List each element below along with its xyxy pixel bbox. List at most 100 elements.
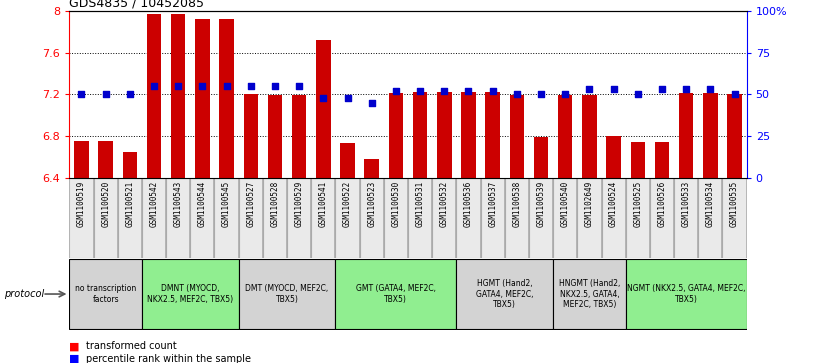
Bar: [118, 178, 142, 258]
Bar: [626, 178, 650, 258]
Point: [559, 91, 572, 97]
Bar: [674, 178, 698, 258]
Text: GSM1100539: GSM1100539: [537, 180, 546, 227]
Point: [583, 86, 596, 92]
Point: [728, 91, 741, 97]
Point: [341, 95, 354, 101]
Bar: [703, 93, 717, 178]
Text: GSM1100534: GSM1100534: [706, 180, 715, 227]
Text: GDS4835 / 10452085: GDS4835 / 10452085: [69, 0, 204, 10]
Bar: [509, 95, 524, 178]
Point: [75, 91, 88, 97]
Bar: [311, 178, 335, 258]
Bar: [650, 178, 674, 258]
Point: [366, 100, 379, 106]
Bar: [99, 141, 113, 178]
Text: GSM1100540: GSM1100540: [561, 180, 570, 227]
Bar: [558, 95, 573, 178]
Point: [437, 88, 450, 94]
Point: [220, 83, 233, 89]
Text: GSM1100523: GSM1100523: [367, 180, 376, 227]
Bar: [292, 95, 306, 178]
Point: [389, 88, 402, 94]
Text: GSM1100541: GSM1100541: [319, 180, 328, 227]
Point: [244, 83, 257, 89]
Bar: [243, 94, 258, 178]
Text: GSM1100545: GSM1100545: [222, 180, 231, 227]
FancyBboxPatch shape: [69, 259, 142, 329]
Text: GSM1100533: GSM1100533: [681, 180, 690, 227]
Text: DMNT (MYOCD,
NKX2.5, MEF2C, TBX5): DMNT (MYOCD, NKX2.5, MEF2C, TBX5): [147, 284, 233, 304]
Bar: [220, 19, 234, 178]
Text: HNGMT (Hand2,
NKX2.5, GATA4,
MEF2C, TBX5): HNGMT (Hand2, NKX2.5, GATA4, MEF2C, TBX5…: [559, 279, 620, 309]
Point: [680, 86, 693, 92]
Text: NGMT (NKX2.5, GATA4, MEF2C,
TBX5): NGMT (NKX2.5, GATA4, MEF2C, TBX5): [627, 284, 746, 304]
Text: ■: ■: [69, 354, 80, 363]
Point: [607, 86, 620, 92]
FancyBboxPatch shape: [626, 259, 747, 329]
Bar: [94, 178, 118, 258]
Bar: [335, 178, 360, 258]
Bar: [238, 178, 263, 258]
Text: HGMT (Hand2,
GATA4, MEF2C,
TBX5): HGMT (Hand2, GATA4, MEF2C, TBX5): [476, 279, 534, 309]
Bar: [582, 95, 596, 178]
Text: GSM1100532: GSM1100532: [440, 180, 449, 227]
Point: [148, 83, 161, 89]
Text: GSM1100525: GSM1100525: [633, 180, 642, 227]
Bar: [505, 178, 529, 258]
Text: GSM1100535: GSM1100535: [730, 180, 739, 227]
Bar: [534, 137, 548, 178]
FancyBboxPatch shape: [456, 259, 553, 329]
Bar: [316, 40, 330, 178]
Bar: [215, 178, 238, 258]
Bar: [388, 93, 403, 178]
FancyBboxPatch shape: [335, 259, 456, 329]
Bar: [122, 152, 137, 178]
Point: [99, 91, 112, 97]
Text: GSM1100521: GSM1100521: [126, 180, 135, 227]
Text: transformed count: transformed count: [86, 341, 176, 351]
Point: [317, 95, 330, 101]
Text: GSM1100544: GSM1100544: [198, 180, 207, 227]
Bar: [486, 92, 500, 178]
Text: GSM1100526: GSM1100526: [658, 180, 667, 227]
Bar: [722, 178, 747, 258]
Point: [171, 83, 184, 89]
Text: GSM1100537: GSM1100537: [488, 180, 497, 227]
Bar: [432, 178, 456, 258]
Bar: [287, 178, 311, 258]
Text: GSM1100538: GSM1100538: [512, 180, 521, 227]
Bar: [727, 94, 742, 178]
FancyBboxPatch shape: [553, 259, 626, 329]
Bar: [263, 178, 287, 258]
Point: [414, 88, 427, 94]
Text: percentile rank within the sample: percentile rank within the sample: [86, 354, 251, 363]
Point: [268, 83, 282, 89]
Text: GSM1100522: GSM1100522: [343, 180, 352, 227]
Text: GSM1100524: GSM1100524: [609, 180, 618, 227]
Text: GSM1100519: GSM1100519: [77, 180, 86, 227]
Point: [704, 86, 717, 92]
Point: [293, 83, 306, 89]
Text: GSM1100520: GSM1100520: [101, 180, 110, 227]
Text: GSM1102649: GSM1102649: [585, 180, 594, 227]
Bar: [142, 178, 166, 258]
Point: [655, 86, 668, 92]
Bar: [437, 92, 451, 178]
Bar: [384, 178, 408, 258]
Bar: [606, 136, 621, 178]
Text: GSM1100529: GSM1100529: [295, 180, 304, 227]
Text: no transcription
factors: no transcription factors: [75, 284, 136, 304]
Bar: [360, 178, 384, 258]
Bar: [679, 93, 694, 178]
Bar: [365, 159, 379, 178]
Bar: [529, 178, 553, 258]
Bar: [553, 178, 577, 258]
Bar: [631, 142, 645, 178]
Bar: [74, 141, 89, 178]
Bar: [171, 14, 185, 178]
Text: ■: ■: [69, 341, 80, 351]
Text: GSM1100527: GSM1100527: [246, 180, 255, 227]
Text: DMT (MYOCD, MEF2C,
TBX5): DMT (MYOCD, MEF2C, TBX5): [246, 284, 329, 304]
Bar: [147, 14, 162, 178]
